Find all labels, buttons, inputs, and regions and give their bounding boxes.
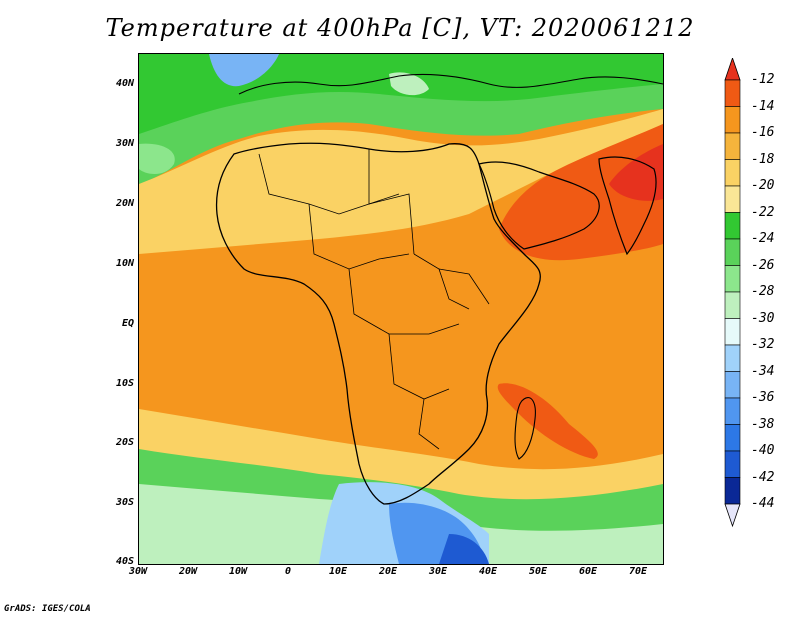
- colorbar-segment: [724, 159, 741, 187]
- madagascar-hot-zone: [497, 383, 598, 459]
- colorbar-segment: [724, 238, 741, 266]
- colorbar-tick-label: -14: [751, 98, 775, 114]
- colorbar-bottom-arrow: [724, 503, 741, 528]
- lon-label-0: 0: [284, 566, 292, 577]
- lon-label-10e: 10E: [328, 566, 348, 577]
- colorbar-segment: [724, 291, 741, 319]
- colorbar-tick-label: -44: [751, 496, 775, 511]
- colorbar-segment: [724, 318, 741, 346]
- india-coastline: [598, 156, 657, 256]
- lon-label-20w: 20W: [178, 566, 198, 577]
- colorbar-tick-label: -22: [751, 204, 775, 220]
- north-green-band: [139, 54, 663, 134]
- lon-label-10w: 10W: [228, 566, 248, 577]
- aegean-light-patch: [389, 72, 429, 96]
- lat-label-10s: 10S: [115, 378, 134, 389]
- colorbar-tick-label: -38: [751, 416, 775, 432]
- colorbar-tick-label: -34: [751, 363, 775, 379]
- colorbar-tick-label: -28: [751, 284, 775, 299]
- colorbar-tick-label: -18: [751, 151, 775, 167]
- colorbar-tick-label: -12: [751, 72, 775, 87]
- country-borders: [258, 149, 490, 450]
- colorbar-segment: [724, 371, 741, 399]
- colorbar-segment: [724, 265, 741, 293]
- lat-label-40n: 40N: [115, 78, 134, 89]
- colorbar-tick-label: -42: [751, 469, 775, 485]
- lon-label-30w: 30W: [128, 566, 148, 577]
- colorbar-segment: [724, 185, 741, 213]
- credit-text: GrADS: IGES/COLA: [4, 604, 91, 614]
- lon-label-20e: 20E: [378, 566, 398, 577]
- colorbar-segment: [724, 450, 741, 478]
- colorbar-tick-label: -36: [751, 390, 775, 405]
- colorbar-tick-label: -40: [751, 443, 775, 458]
- atlantic-light-patch: [139, 143, 175, 174]
- colorbar-segment: [724, 477, 741, 505]
- lon-label-70e: 70E: [628, 566, 648, 577]
- colorbar-tick-label: -32: [751, 337, 775, 352]
- lon-label-60e: 60E: [578, 566, 598, 577]
- colorbar-segment: [724, 212, 741, 240]
- colorbar-tick-label: -24: [751, 231, 775, 246]
- lon-label-50e: 50E: [528, 566, 548, 577]
- colorbar-segment: [724, 132, 741, 160]
- africa-coastline: [215, 142, 541, 505]
- lon-label-30e: 30E: [428, 566, 448, 577]
- lat-label-30s: 30S: [115, 497, 134, 508]
- colorbar-tick-label: -20: [751, 178, 775, 193]
- map-title: Temperature at 400hPa [C], VT: 202006121…: [105, 14, 695, 42]
- europe-coastline: [238, 73, 663, 95]
- colorbar-segment: [724, 424, 741, 452]
- south-coldest-core: [439, 534, 489, 564]
- colorbar-segment: [724, 106, 741, 134]
- colorbar-segment: [724, 79, 741, 107]
- colorbar-segment: [724, 344, 741, 372]
- india-hot-core: [609, 144, 663, 201]
- lat-label-10n: 10N: [115, 258, 134, 269]
- lon-label-40e: 40E: [478, 566, 498, 577]
- madagascar-coastline: [514, 397, 536, 460]
- lat-label-30n: 30N: [115, 138, 134, 149]
- lat-label-20s: 20S: [115, 437, 134, 448]
- colorbar-tick-label: -30: [751, 310, 775, 326]
- map-canvas: [139, 54, 663, 564]
- colorbar-segment: [724, 397, 741, 425]
- lat-label-eq: EQ: [121, 318, 134, 329]
- arabian-hot-zone: [499, 124, 663, 261]
- lat-label-20n: 20N: [115, 198, 134, 209]
- subtropical-band: [139, 109, 663, 254]
- colorbar-top-arrow: [724, 58, 741, 81]
- north-blue-patch: [209, 54, 279, 87]
- colorbar-tick-label: -16: [751, 125, 775, 140]
- colorbar-tick-label: -26: [751, 257, 775, 273]
- lat-label-40s: 40S: [115, 556, 134, 567]
- arabia-coastline: [478, 161, 600, 250]
- temperature-map: [138, 53, 664, 565]
- colorbar: [724, 58, 741, 528]
